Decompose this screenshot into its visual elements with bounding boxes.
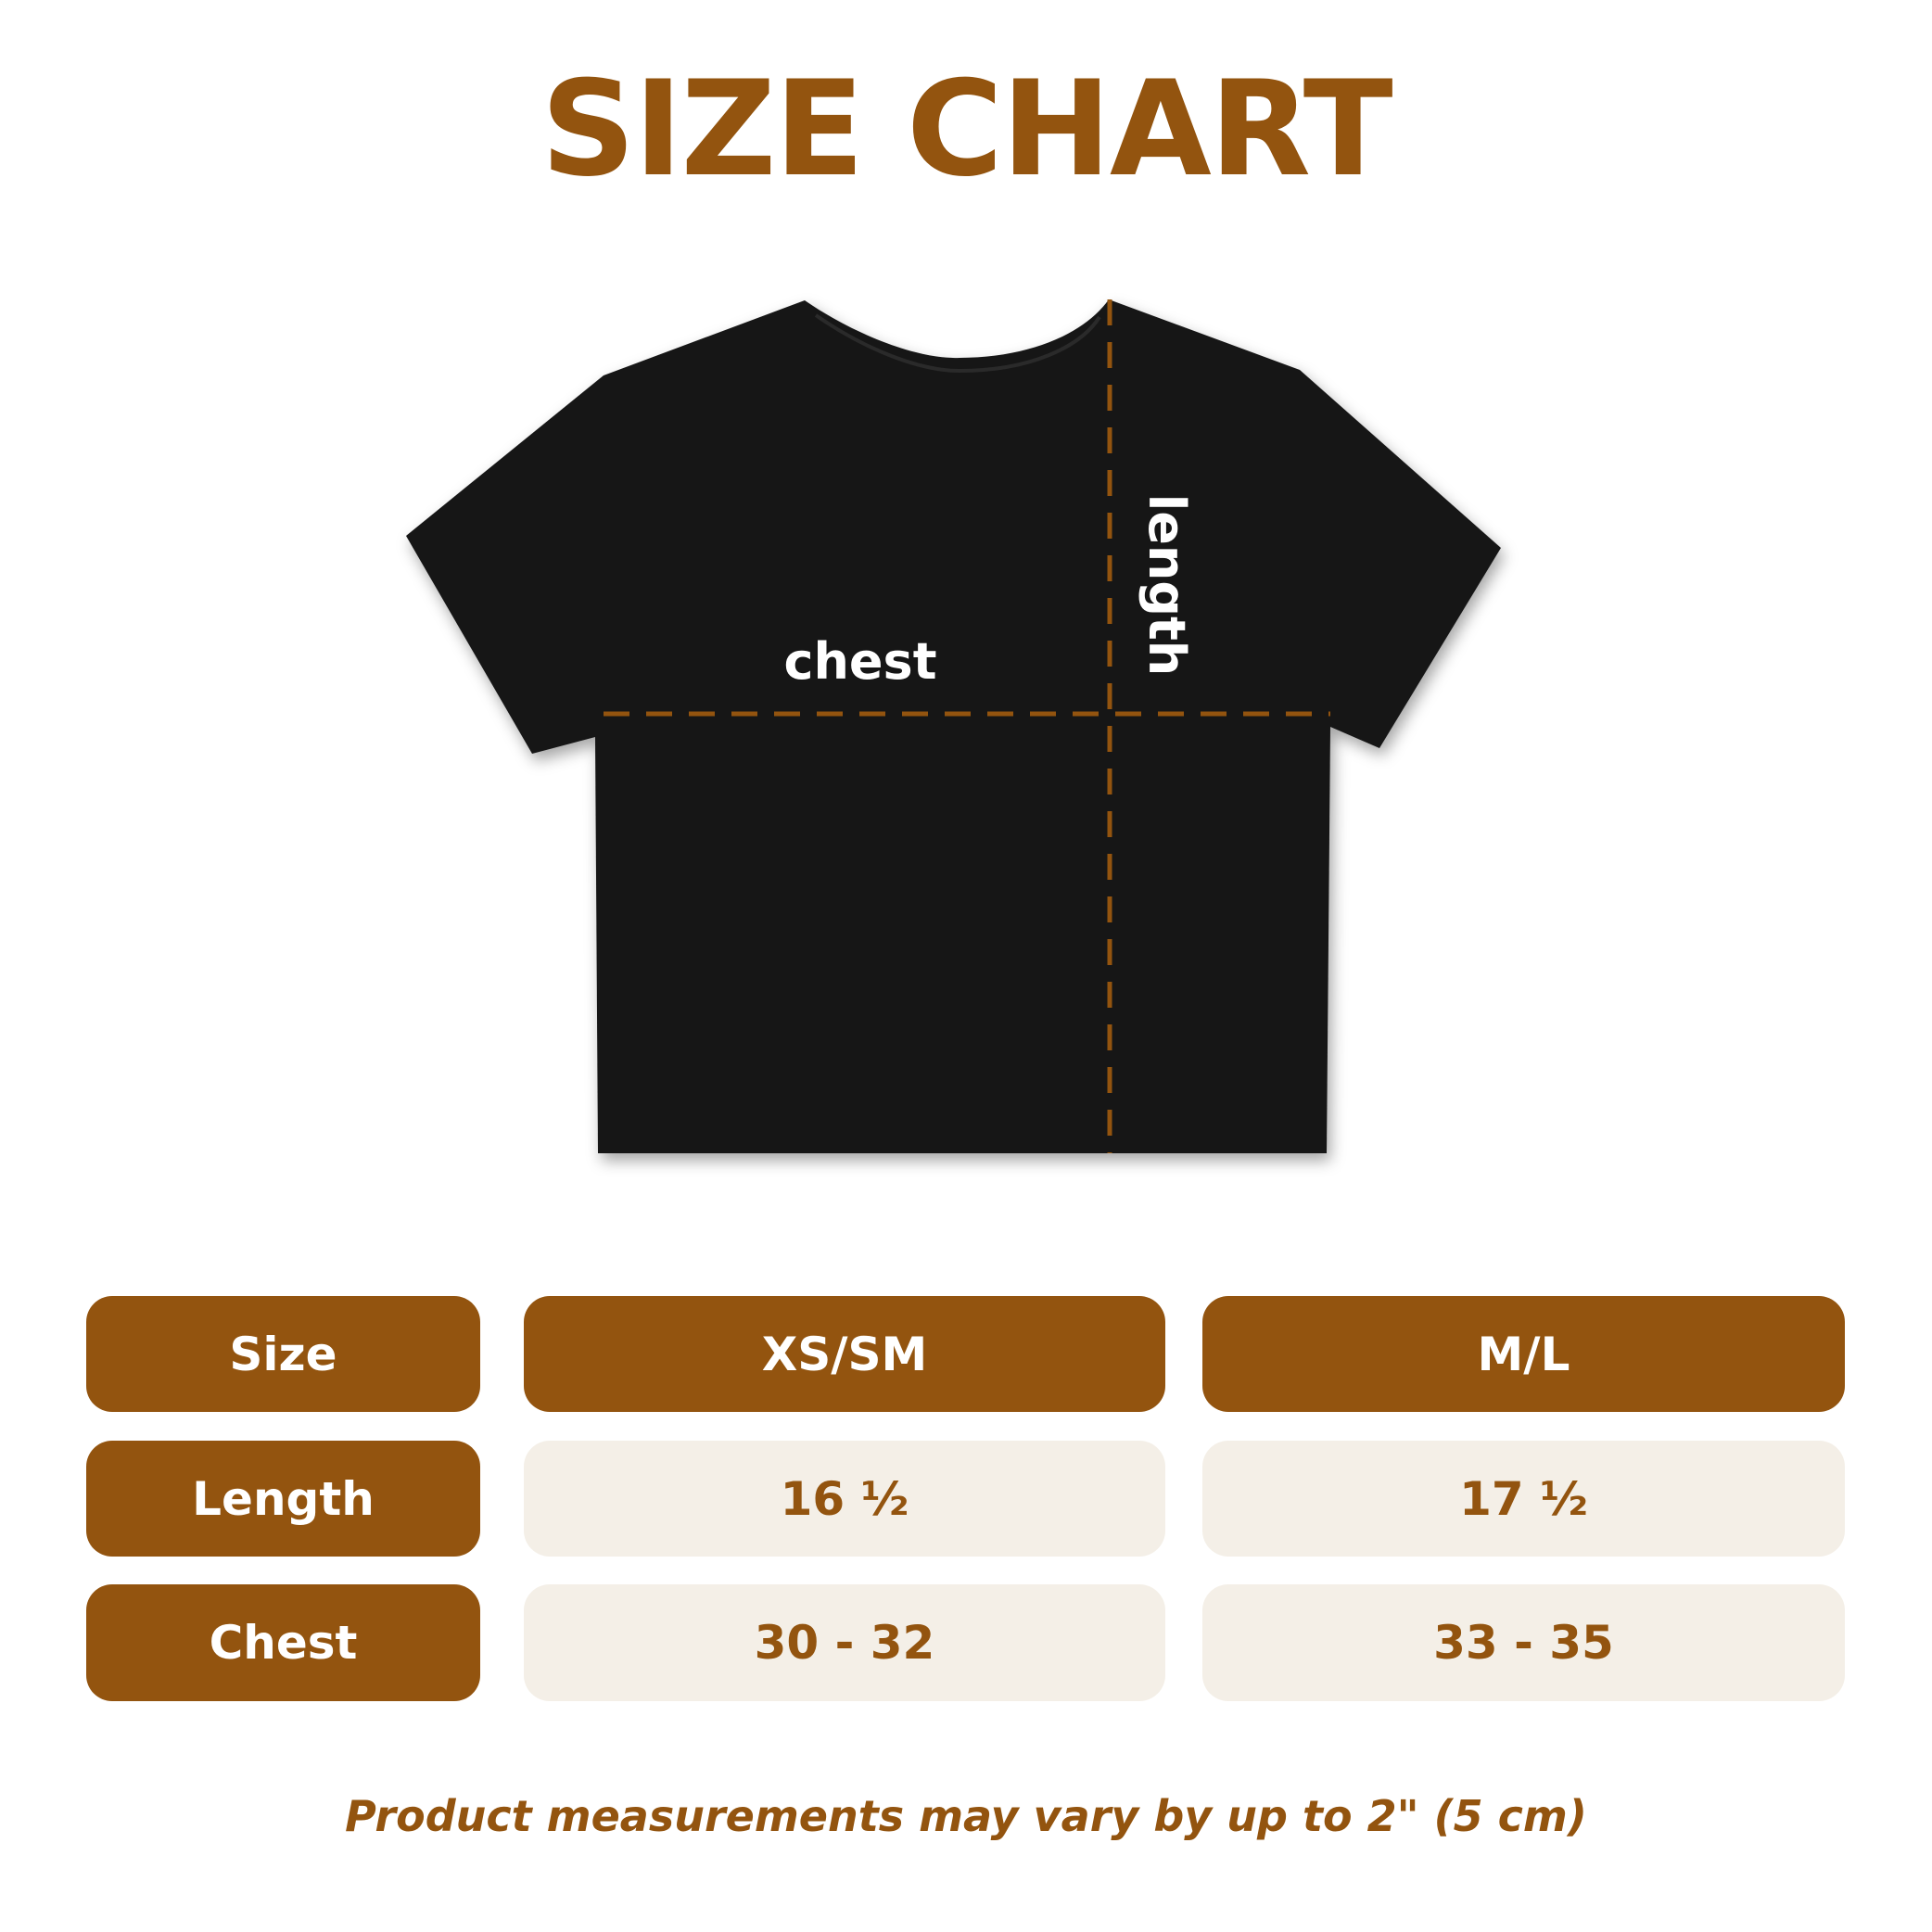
shirt-shape [406, 299, 1501, 1153]
collar-seam [814, 313, 1101, 374]
row-label-length: Length [86, 1441, 480, 1557]
measurement-note: Product measurements may vary by up to 2… [345, 1791, 1587, 1841]
header-xs-sm: XS/SM [524, 1296, 1165, 1412]
header-m-l: M/L [1202, 1296, 1845, 1412]
header-size: Size [86, 1296, 480, 1412]
length-xs-sm: 16 ½ [524, 1441, 1165, 1557]
chest-xs-sm: 30 - 32 [524, 1584, 1165, 1701]
length-label: length [1138, 494, 1196, 677]
chest-label: chest [783, 632, 936, 691]
chest-m-l: 33 - 35 [1202, 1584, 1845, 1701]
length-m-l: 17 ½ [1202, 1441, 1845, 1557]
page-title: SIZE CHART [540, 53, 1392, 206]
row-label-chest: Chest [86, 1584, 480, 1701]
